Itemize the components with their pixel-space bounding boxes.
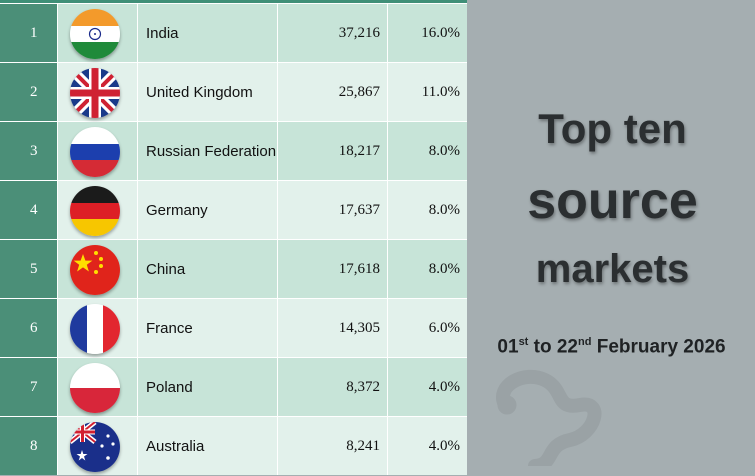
table-row: 5 China 17,618 8.0% xyxy=(0,240,467,299)
india-flag-icon xyxy=(70,9,120,59)
country-name: Germany xyxy=(137,181,277,239)
rank-cell: 8 xyxy=(0,417,57,475)
country-name: France xyxy=(137,299,277,357)
visitors-value: 18,217 xyxy=(277,122,387,180)
visitors-value: 37,216 xyxy=(277,4,387,62)
visitors-value: 25,867 xyxy=(277,63,387,121)
share-value: 11.0% xyxy=(387,63,467,121)
heading-line-3: markets xyxy=(535,247,690,291)
visitors-value: 8,372 xyxy=(277,358,387,416)
source-markets-table: 1 India 37,216 16.0% 2 United Kingdom 25… xyxy=(0,0,467,475)
share-value: 8.0% xyxy=(387,122,467,180)
table-row: 1 India 37,216 16.0% xyxy=(0,4,467,63)
visitors-value: 17,637 xyxy=(277,181,387,239)
country-name: Poland xyxy=(137,358,277,416)
russia-flag-icon xyxy=(70,127,120,177)
germany-flag-icon xyxy=(70,186,120,236)
rank-cell: 3 xyxy=(0,122,57,180)
table-top-border xyxy=(0,0,467,3)
country-name: United Kingdom xyxy=(137,63,277,121)
share-value: 4.0% xyxy=(387,358,467,416)
table-row: 3 Russian Federation 18,217 8.0% xyxy=(0,122,467,181)
share-value: 6.0% xyxy=(387,299,467,357)
decorative-swirl-icon xyxy=(496,369,602,466)
visitors-value: 8,241 xyxy=(277,417,387,475)
share-value: 16.0% xyxy=(387,4,467,62)
country-name: Russian Federation xyxy=(137,122,277,180)
share-value: 8.0% xyxy=(387,181,467,239)
visitors-value: 17,618 xyxy=(277,240,387,298)
rank-cell: 4 xyxy=(0,181,57,239)
rank-cell: 2 xyxy=(0,63,57,121)
table-row: 2 United Kingdom 25,867 11.0% xyxy=(0,63,467,122)
heading-line-1: Top ten xyxy=(538,105,687,152)
france-flag-icon xyxy=(70,304,120,354)
china-flag-icon xyxy=(70,245,120,295)
visitors-value: 14,305 xyxy=(277,299,387,357)
country-name: Australia xyxy=(137,417,277,475)
rank-cell: 6 xyxy=(0,299,57,357)
rank-cell: 7 xyxy=(0,358,57,416)
australia-flag-icon xyxy=(70,422,120,472)
table-row: 7 Poland 8,372 4.0% xyxy=(0,358,467,417)
country-name: India xyxy=(137,4,277,62)
rank-cell: 5 xyxy=(0,240,57,298)
uk-flag-icon xyxy=(70,68,120,118)
table-row: 4 Germany 17,637 8.0% xyxy=(0,181,467,240)
country-name: China xyxy=(137,240,277,298)
poland-flag-icon xyxy=(70,363,120,413)
share-value: 8.0% xyxy=(387,240,467,298)
table-row: 8 Australia 8,241 4.0% xyxy=(0,417,467,476)
share-value: 4.0% xyxy=(387,417,467,475)
heading-line-2: source xyxy=(527,172,698,230)
date-range: 01st to 22nd February 2026 xyxy=(497,336,726,358)
rank-cell: 1 xyxy=(0,4,57,62)
table-row: 6 France 14,305 6.0% xyxy=(0,299,467,358)
